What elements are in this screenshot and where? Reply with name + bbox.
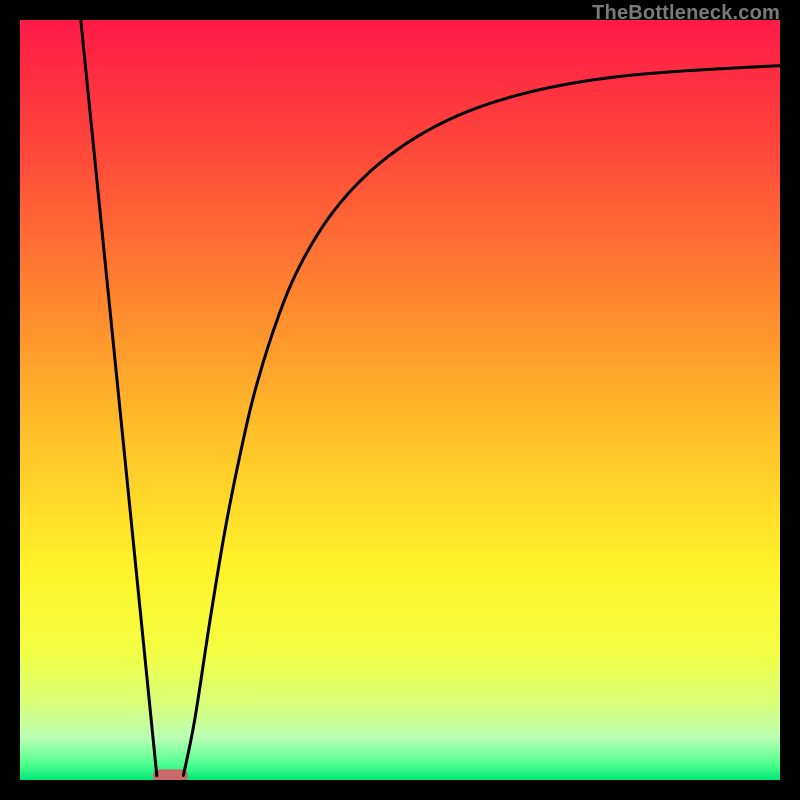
watermark-text: TheBottleneck.com: [592, 2, 780, 25]
gradient-background: [20, 20, 780, 780]
plot-svg: [20, 20, 780, 780]
plot-area: [20, 20, 780, 780]
chart-frame: TheBottleneck.com: [0, 0, 800, 800]
